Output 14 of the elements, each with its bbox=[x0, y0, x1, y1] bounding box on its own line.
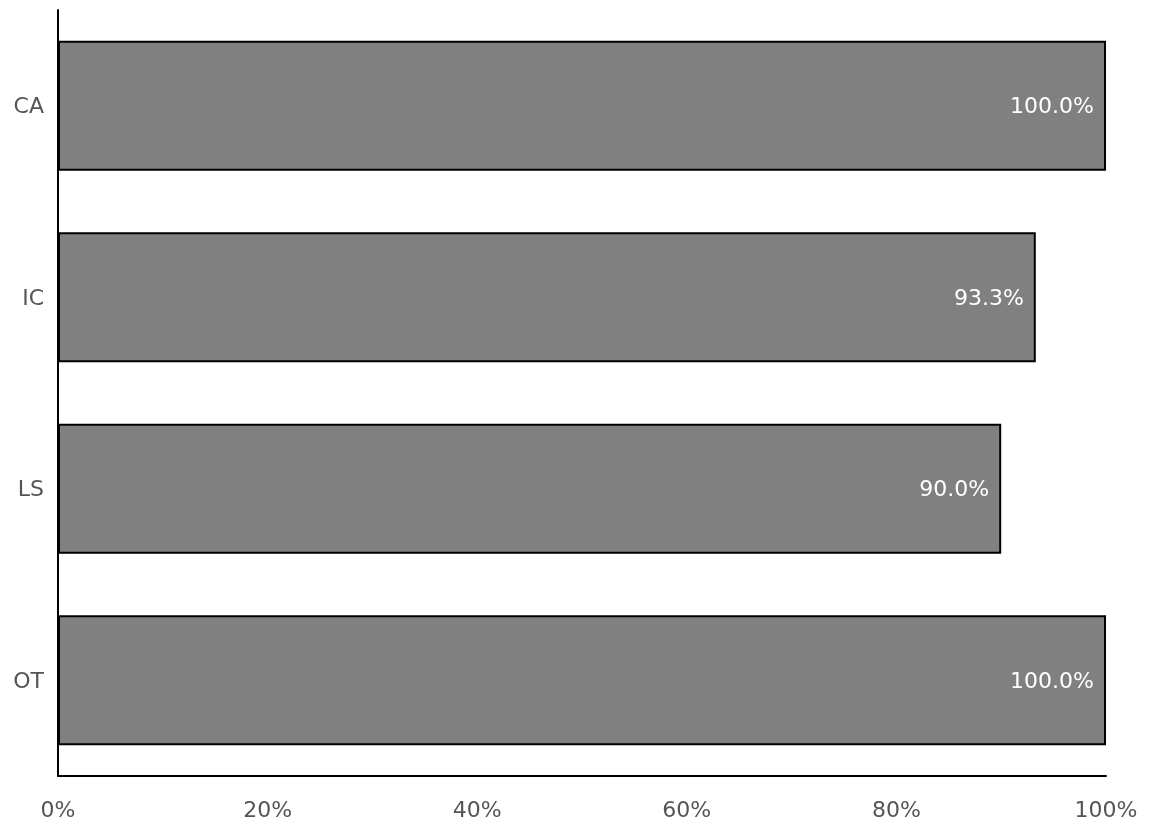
data-label: 90.0% bbox=[919, 476, 990, 502]
y-tick-label: CA bbox=[13, 93, 44, 119]
x-tick-label: 20% bbox=[243, 796, 293, 822]
x-tick-label: 100% bbox=[1074, 796, 1138, 822]
y-tick-label: LS bbox=[17, 476, 44, 502]
x-tick-label: 60% bbox=[662, 796, 712, 822]
data-label: 100.0% bbox=[1010, 93, 1094, 119]
x-tick-label: 80% bbox=[871, 796, 921, 822]
y-tick-label: IC bbox=[22, 284, 44, 310]
data-label: 100.0% bbox=[1010, 667, 1094, 693]
data-label: 93.3% bbox=[953, 284, 1024, 310]
y-tick-label: OT bbox=[13, 667, 45, 693]
x-tick-label: 40% bbox=[452, 796, 502, 822]
x-tick-label: 0% bbox=[40, 796, 76, 822]
